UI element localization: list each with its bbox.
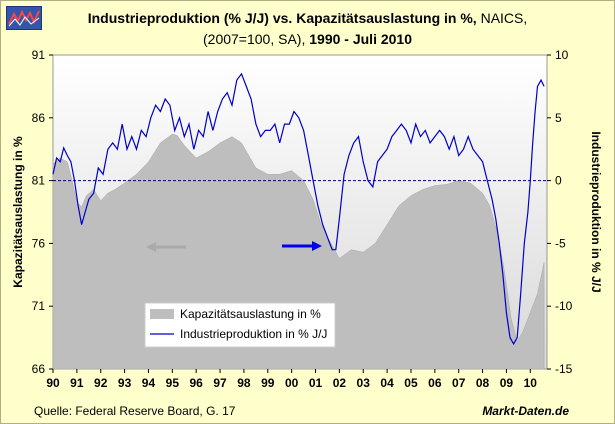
left-axis-label: Kapazitätsauslastung in % — [11, 136, 25, 288]
x-axis-tick-label: 92 — [94, 376, 108, 390]
x-axis-tick-label: 99 — [261, 376, 275, 390]
chart-title-normal: NAICS, — [476, 10, 528, 26]
right-axis-tick-label: -10 — [555, 299, 573, 313]
left-axis-arrow-head — [146, 242, 156, 252]
chart-title-bold: Industrieproduktion (% J/J) vs. Kapazitä… — [87, 10, 477, 26]
x-axis-tick-label: 08 — [476, 376, 490, 390]
industrial-production-line — [52, 72, 545, 346]
x-axis-tick-label: 97 — [213, 376, 227, 390]
legend-label-production: Industrieproduktion in % J/J — [180, 327, 327, 341]
x-axis-tick-label: 94 — [142, 376, 156, 390]
right-axis-tick-label: 5 — [555, 111, 562, 125]
x-axis-tick-label: 09 — [500, 376, 514, 390]
left-axis-tick-label: 91 — [32, 48, 46, 62]
x-axis-tick-label: 02 — [333, 376, 347, 390]
right-axis-label: Industrieproduktion in % J/J — [589, 131, 603, 292]
chart-subtitle: (2007=100, SA), 1990 - Juli 2010 — [0, 31, 615, 47]
x-axis-tick-label: 01 — [309, 376, 323, 390]
x-axis-tick-label: 91 — [70, 376, 84, 390]
x-axis-tick-label: 07 — [452, 376, 466, 390]
left-axis-tick-label: 71 — [32, 299, 46, 313]
legend-box — [144, 302, 336, 348]
right-axis-tick-label: 10 — [555, 48, 569, 62]
x-axis-tick-label: 03 — [357, 376, 371, 390]
legend-label-capacity: Kapazitätsauslastung in % — [180, 307, 321, 321]
x-axis-tick-label: 00 — [285, 376, 299, 390]
x-axis-tick-label: 96 — [190, 376, 204, 390]
left-axis-tick-label: 66 — [32, 362, 46, 376]
right-axis-tick-label: 0 — [555, 174, 562, 188]
left-axis-tick-label: 76 — [32, 236, 46, 250]
x-axis-tick-label: 98 — [237, 376, 251, 390]
chart-subtitle-normal: (2007=100, SA), — [203, 31, 306, 47]
left-axis-tick-label: 86 — [32, 111, 46, 125]
legend-swatch-area — [150, 309, 174, 319]
chart-title: Industrieproduktion (% J/J) vs. Kapazitä… — [0, 10, 615, 26]
right-axis-tick-label: -5 — [555, 236, 566, 250]
source-note: Quelle: Federal Reserve Board, G. 17 — [34, 404, 236, 418]
x-axis-tick-label: 95 — [166, 376, 180, 390]
chart-subtitle-bold: 1990 - Juli 2010 — [305, 31, 412, 47]
x-axis-tick-label: 10 — [524, 376, 538, 390]
brand-label: Markt-Daten.de — [482, 404, 569, 418]
right-axis-arrow-head — [312, 241, 322, 251]
x-axis-tick-label: 04 — [380, 376, 394, 390]
x-axis-tick-label: 06 — [428, 376, 442, 390]
logo-icon — [6, 6, 42, 30]
right-axis-tick-label: -15 — [555, 362, 573, 376]
x-axis-tick-label: 90 — [46, 376, 60, 390]
x-axis-tick-label: 05 — [404, 376, 418, 390]
x-axis-tick-label: 93 — [118, 376, 132, 390]
left-axis-tick-label: 81 — [32, 174, 46, 188]
